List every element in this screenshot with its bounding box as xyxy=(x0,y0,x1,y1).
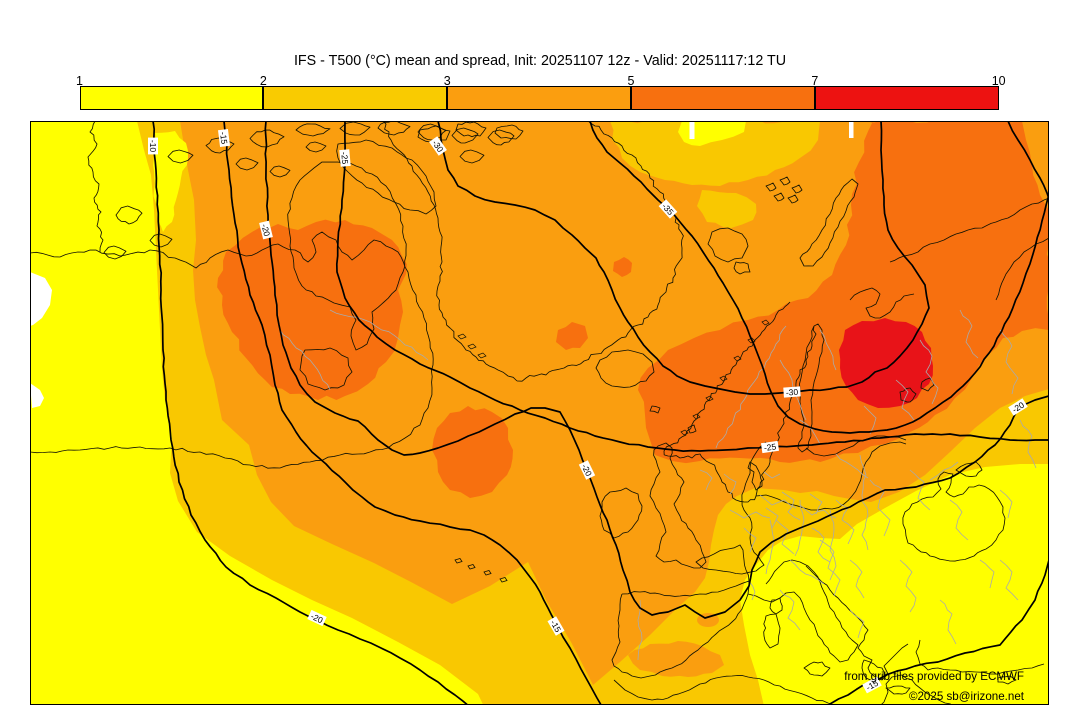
svg-text:-15: -15 xyxy=(218,131,229,145)
svg-text:-20: -20 xyxy=(580,462,594,478)
svg-text:-20: -20 xyxy=(259,223,272,238)
svg-text:-20: -20 xyxy=(309,611,325,625)
svg-text:-30: -30 xyxy=(786,387,799,398)
svg-text:-25: -25 xyxy=(763,441,777,453)
svg-text:-25: -25 xyxy=(339,151,350,164)
svg-text:-10: -10 xyxy=(148,140,158,153)
